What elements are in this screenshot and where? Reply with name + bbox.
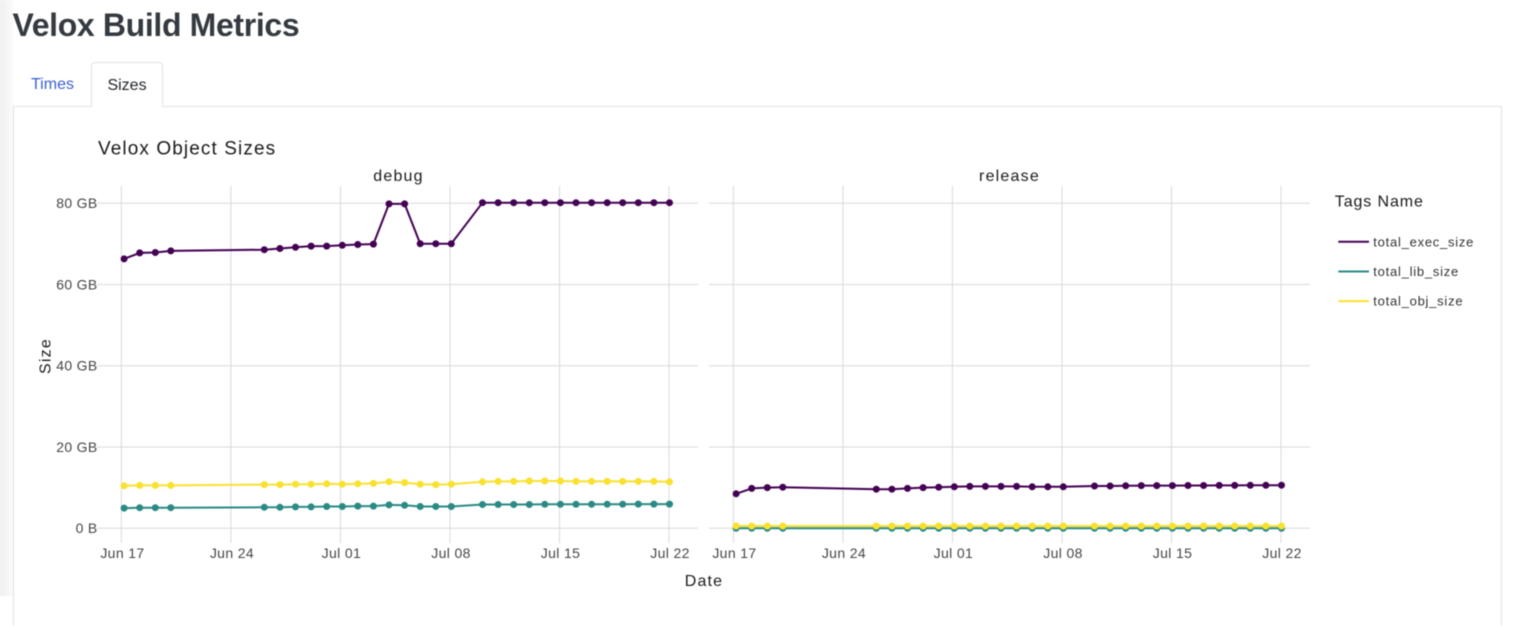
svg-text:Jul 01: Jul 01 [322, 545, 361, 561]
svg-text:Jul 01: Jul 01 [934, 545, 973, 561]
svg-text:total_lib_size: total_lib_size [1373, 264, 1459, 279]
svg-text:40 GB: 40 GB [56, 358, 97, 374]
svg-text:20 GB: 20 GB [56, 439, 97, 455]
svg-text:Jun 24: Jun 24 [210, 545, 254, 561]
svg-text:Jul 22: Jul 22 [650, 545, 689, 561]
svg-text:total_exec_size: total_exec_size [1373, 234, 1474, 249]
svg-text:Velox Object Sizes: Velox Object Sizes [98, 139, 276, 160]
svg-text:Jul 22: Jul 22 [1262, 545, 1301, 561]
svg-text:release: release [979, 168, 1040, 185]
svg-text:Jul 15: Jul 15 [1153, 545, 1192, 561]
svg-text:Jul 15: Jul 15 [541, 545, 580, 561]
svg-text:Jun 24: Jun 24 [822, 545, 866, 561]
svg-text:Date: Date [685, 573, 724, 590]
svg-text:debug: debug [373, 168, 424, 185]
svg-text:60 GB: 60 GB [56, 276, 97, 292]
svg-text:Jul 08: Jul 08 [431, 545, 470, 561]
svg-text:Size: Size [38, 338, 55, 374]
svg-text:Jun 17: Jun 17 [712, 545, 756, 561]
svg-text:total_obj_size: total_obj_size [1373, 294, 1463, 309]
svg-text:0 B: 0 B [76, 520, 98, 536]
svg-text:Tags Name: Tags Name [1335, 194, 1424, 211]
svg-text:80 GB: 80 GB [56, 195, 97, 211]
svg-text:Jul 08: Jul 08 [1043, 545, 1082, 561]
svg-text:Jun 17: Jun 17 [100, 545, 144, 561]
